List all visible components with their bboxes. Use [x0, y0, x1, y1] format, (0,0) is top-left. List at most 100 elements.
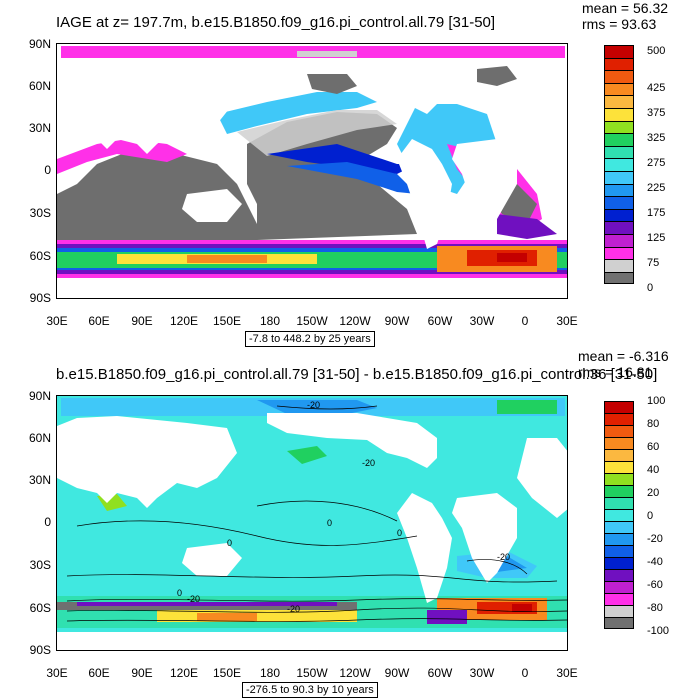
- colorbar-swatch: [604, 497, 634, 509]
- lat-label: 90N: [28, 37, 51, 51]
- panel-title: b.e15.B1850.f09_g16.pi_control.all.79 [3…: [56, 366, 658, 383]
- contour-info: -276.5 to 90.3 by 10 years: [242, 682, 378, 698]
- colorbar-swatch: [604, 57, 634, 71]
- contour-label: -20: [307, 400, 320, 410]
- colorbar-swatch: [604, 120, 634, 134]
- rms-stat: rms = 16.81: [578, 364, 653, 380]
- colorbar-label: 20: [647, 487, 660, 499]
- lon-label: 150W: [296, 666, 328, 680]
- lon-label: 90E: [131, 666, 153, 680]
- lat-label: 0: [44, 163, 51, 177]
- stats-block: mean = -6.316 rms = 16.81: [578, 348, 669, 380]
- lat-label: 60S: [29, 249, 51, 263]
- lon-label: 60E: [88, 314, 110, 328]
- colorbar-label: 125: [647, 232, 666, 244]
- contour-info: -7.8 to 448.2 by 25 years: [245, 331, 375, 347]
- lon-label: 30E: [556, 666, 578, 680]
- lat-label: 30S: [29, 558, 51, 572]
- colorbar-swatch: [604, 401, 634, 413]
- contour-label: -20: [497, 552, 510, 562]
- lon-label: 30E: [556, 314, 578, 328]
- lon-label: 60W: [427, 666, 453, 680]
- colorbar-label: 0: [647, 510, 654, 522]
- colorbar-swatch: [604, 145, 634, 159]
- colorbar-swatch: [604, 485, 634, 497]
- colorbar-swatch: [604, 569, 634, 581]
- lat-label: 0: [44, 515, 51, 529]
- lon-label: 150E: [212, 314, 242, 328]
- colorbar-label: -20: [647, 533, 663, 545]
- colorbar-swatch: [604, 509, 634, 521]
- colorbar-label: -100: [647, 625, 670, 637]
- lon-label: 0: [521, 666, 529, 680]
- colorbar-swatch: [604, 617, 634, 629]
- lon-label: 90W: [384, 314, 410, 328]
- lat-label: 90S: [29, 643, 51, 657]
- lon-label: 60W: [427, 314, 453, 328]
- lon-label: 180: [259, 314, 281, 328]
- colorbar-swatch: [604, 196, 634, 209]
- colorbar-swatch: [604, 271, 634, 285]
- colorbar-swatch: [604, 557, 634, 569]
- lon-label: 60E: [88, 666, 110, 680]
- colorbar-label: 75: [647, 257, 660, 269]
- colorbar-label: 100: [647, 395, 666, 407]
- contour-label: 0: [177, 588, 182, 598]
- colorbar-swatch: [604, 545, 634, 557]
- stats-block: mean = 56.32 rms = 93.63: [582, 0, 668, 32]
- iage-map-panel: IAGE at z= 197.7m, b.e15.B1850.f09_g16.p…: [28, 0, 668, 347]
- lat-label: 30N: [28, 473, 51, 487]
- difference-map-panel: b.e15.B1850.f09_g16.pi_control.all.79 [3…: [0, 348, 700, 700]
- colorbar-swatch: [604, 82, 634, 96]
- lat-label: 90S: [29, 291, 51, 305]
- colorbar-label: 425: [647, 82, 666, 94]
- colorbar-swatch: [604, 183, 634, 197]
- colorbar-label: 225: [647, 182, 666, 194]
- lat-label: 60N: [28, 431, 51, 445]
- colorbar-label: 275: [647, 157, 666, 169]
- colorbar-swatch: [604, 259, 634, 272]
- contour-label: 0: [327, 518, 332, 528]
- colorbar-label: 375: [647, 107, 666, 119]
- colorbar-swatch: [604, 70, 634, 83]
- colorbar-swatch: [604, 437, 634, 449]
- colorbar: [604, 45, 634, 285]
- colorbar-swatch: [604, 107, 634, 121]
- colorbar-swatch: [604, 533, 634, 545]
- lon-label: 120W: [339, 314, 371, 328]
- colorbar-label: -80: [647, 602, 663, 614]
- colorbar-swatch: [604, 158, 634, 171]
- panel-title: IAGE at z= 197.7m, b.e15.B1850.f09_g16.p…: [56, 14, 496, 31]
- colorbar-swatch: [604, 95, 634, 108]
- colorbar-label: -60: [647, 579, 663, 591]
- colorbar-label: 0: [647, 282, 654, 294]
- colorbar-swatch: [604, 246, 634, 260]
- lat-label: 30N: [28, 121, 51, 135]
- lon-label: 30W: [469, 314, 495, 328]
- lon-label: 90W: [384, 666, 410, 680]
- colorbar-label: 80: [647, 418, 660, 430]
- colorbar-swatch: [604, 170, 634, 184]
- map-plot: [56, 43, 568, 299]
- lon-label: 120E: [169, 314, 199, 328]
- colorbar-swatch: [604, 413, 634, 425]
- mean-stat: mean = -6.316: [578, 348, 669, 364]
- colorbar-swatch: [604, 473, 634, 485]
- lon-label: 120E: [169, 666, 199, 680]
- colorbar-swatch: [604, 449, 634, 461]
- rms-stat: rms = 93.63: [582, 16, 657, 32]
- colorbar-label: 175: [647, 207, 666, 219]
- lon-label: 120W: [339, 666, 371, 680]
- colorbar-swatch: [604, 208, 634, 222]
- colorbar-swatch: [604, 461, 634, 473]
- colorbar-swatch: [604, 593, 634, 605]
- lat-label: 60S: [29, 601, 51, 615]
- mean-stat: mean = 56.32: [582, 0, 669, 16]
- lon-label: 30W: [469, 666, 495, 680]
- contour-label: 0: [227, 538, 232, 548]
- iage-field: [57, 44, 567, 298]
- contour-label: 0: [397, 528, 402, 538]
- colorbar-swatch: [604, 133, 634, 146]
- colorbar-swatch: [604, 521, 634, 533]
- colorbar-swatch: [604, 581, 634, 593]
